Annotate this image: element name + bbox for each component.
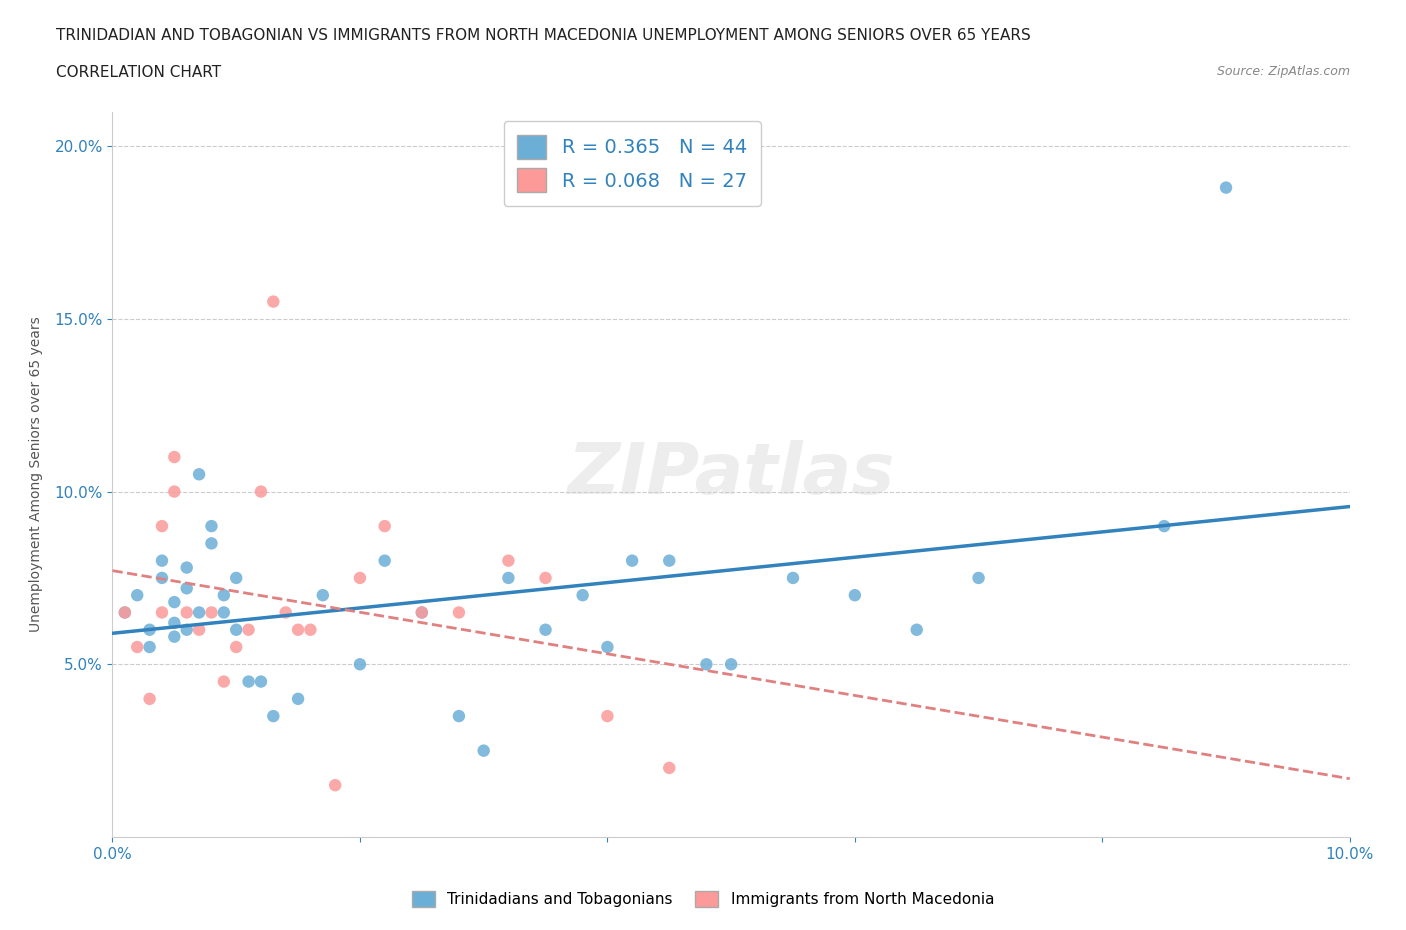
Point [498,570,520,585]
Point [163,594,186,609]
Point [287,622,309,637]
Point [238,674,260,689]
Point [658,761,681,776]
Legend: Trinidadians and Tobagonians, Immigrants from North Macedonia: Trinidadians and Tobagonians, Immigrants… [406,884,1000,913]
Point [323,777,346,792]
Point [447,605,470,620]
Point [150,553,173,568]
Point [571,588,593,603]
Point [534,622,557,637]
Point [188,622,211,637]
Point [250,485,273,499]
Point [238,622,260,637]
Point [176,622,198,637]
Point [188,467,211,482]
Point [225,640,247,655]
Point [127,588,149,603]
Point [114,605,136,620]
Point [720,657,742,671]
Point [225,622,247,637]
Point [782,570,804,585]
Point [200,536,222,551]
Point [1153,519,1175,534]
Point [150,519,173,534]
Point [176,581,198,596]
Point [596,709,619,724]
Point [274,605,297,620]
Point [150,570,173,585]
Text: TRINIDADIAN AND TOBAGONIAN VS IMMIGRANTS FROM NORTH MACEDONIA UNEMPLOYMENT AMONG: TRINIDADIAN AND TOBAGONIAN VS IMMIGRANTS… [56,28,1031,43]
Point [621,553,644,568]
Point [138,640,160,655]
Point [163,485,186,499]
Point [200,519,222,534]
Legend: R = 0.365   N = 44, R = 0.068   N = 27: R = 0.365 N = 44, R = 0.068 N = 27 [503,121,761,206]
Point [374,553,396,568]
Point [411,605,433,620]
Point [967,570,990,585]
Point [349,657,371,671]
Point [287,691,309,706]
Text: Source: ZipAtlas.com: Source: ZipAtlas.com [1216,65,1350,78]
Point [534,570,557,585]
Point [472,743,495,758]
Point [299,622,322,637]
Point [176,560,198,575]
Point [844,588,866,603]
Point [176,605,198,620]
Point [212,588,235,603]
Point [163,449,186,464]
Point [250,674,273,689]
Point [411,605,433,620]
Point [212,674,235,689]
Point [498,553,520,568]
Point [1215,180,1237,195]
Point [212,605,235,620]
Point [312,588,335,603]
Point [138,622,160,637]
Point [447,709,470,724]
Point [905,622,928,637]
Point [225,570,247,585]
Point [200,605,222,620]
Text: CORRELATION CHART: CORRELATION CHART [56,65,221,80]
Text: ZIPatlas: ZIPatlas [568,440,894,509]
Point [349,570,371,585]
Point [163,630,186,644]
Point [150,605,173,620]
Point [188,605,211,620]
Point [163,616,186,631]
Point [374,519,396,534]
Y-axis label: Unemployment Among Seniors over 65 years: Unemployment Among Seniors over 65 years [30,316,44,632]
Point [695,657,717,671]
Point [127,640,149,655]
Point [596,640,619,655]
Point [138,691,160,706]
Point [658,553,681,568]
Point [114,605,136,620]
Point [262,294,284,309]
Point [262,709,284,724]
